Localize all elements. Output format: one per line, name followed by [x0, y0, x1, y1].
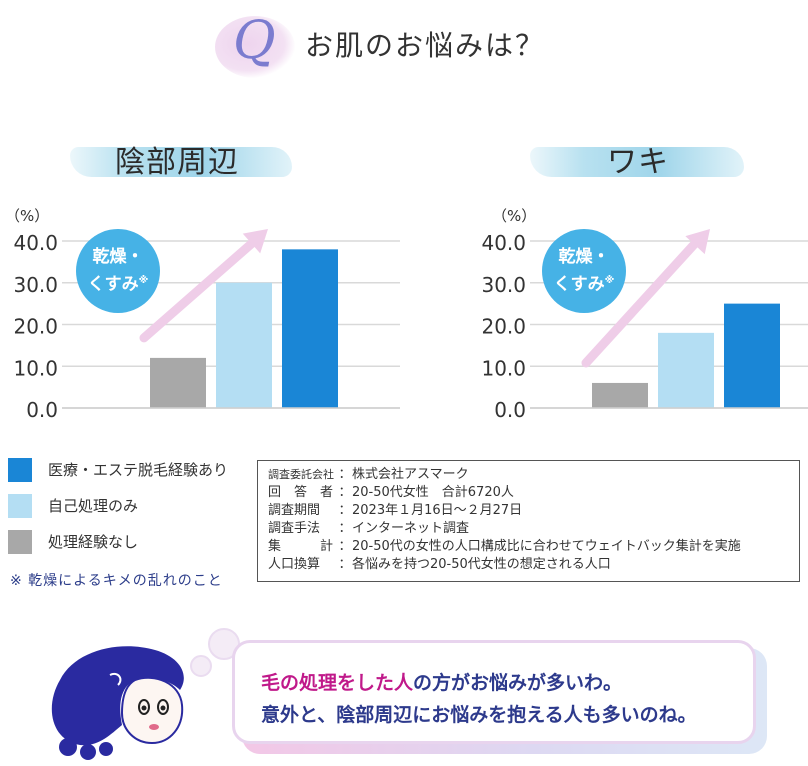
question-header: Q お肌のお悩みは？ — [215, 10, 615, 90]
unit-label: （%） — [492, 207, 537, 225]
survey-row: 回 答 者：20-50代女性 合計6720人 — [268, 485, 514, 500]
message-line1: 毛の処理をした人の方がお悩みが多いわ。 — [261, 667, 753, 699]
chart-panel-genital: 陰部周辺 （%） 0.0 10.0 20.0 30.0 40.0 乾燥・ くすみ※ — [0, 125, 400, 425]
bar-none — [150, 357, 206, 408]
thought-bubble-small — [190, 655, 212, 677]
bubble-line2: くすみ※ — [553, 274, 615, 295]
message-box: 毛の処理をした人の方がお悩みが多いわ。 意外と、陰部周辺にお悩みを抱える人も多い… — [232, 640, 756, 744]
y-tick-label: 0.0 — [494, 398, 526, 422]
survey-row: 調査期間 ：2023年１月16日～２月27日 — [268, 503, 523, 518]
bubble-asterisk: ※ — [604, 275, 615, 286]
chart-title: ワキ — [607, 145, 669, 180]
legend-label: 自己処理のみ — [48, 497, 139, 515]
chart-panel-underarm: ワキ （%） 0.0 10.0 20.0 30.0 40.0 乾燥・ くすみ※ — [462, 125, 808, 425]
survey-row: 集 計：20-50代の女性の人口構成比に合わせてウェイトバック集計を実施 — [268, 539, 741, 554]
bar-self — [658, 332, 714, 408]
survey-row: 調査手法 ：インターネット調査 — [268, 521, 470, 536]
bubble-line2: くすみ※ — [87, 274, 149, 295]
survey-info-box: 調査委託会社 ：株式会社アスマーク 回 答 者：20-50代女性 合計6720人 … — [257, 460, 800, 582]
y-tick-label: 30.0 — [13, 273, 58, 297]
title-brush-decoration — [530, 147, 744, 177]
y-tick-label: 10.0 — [481, 356, 526, 380]
trend-arrow — [139, 229, 268, 343]
trend-arrow — [581, 229, 710, 368]
q-letter: Q — [233, 11, 276, 71]
y-tick-label: 40.0 — [13, 231, 58, 255]
legend-swatch — [8, 494, 32, 518]
y-tick-label: 0.0 — [26, 398, 58, 422]
bar-chart-underarm: 0.0 10.0 20.0 30.0 40.0 — [481, 229, 808, 422]
message-line2: 意外と、陰部周辺にお悩みを抱える人も多いのね。 — [261, 704, 697, 726]
dryness-bubble: 乾燥・ くすみ※ — [76, 229, 160, 313]
title-brush-decoration — [70, 147, 292, 177]
bar-treatment — [724, 303, 780, 408]
message-highlight: 毛の処理をした人 — [261, 672, 414, 694]
bubble-asterisk: ※ — [138, 275, 149, 286]
legend-label: 処理経験なし — [48, 533, 139, 551]
bubble-line1: 乾燥・ — [92, 247, 144, 267]
page-title: お肌のお悩みは？ — [305, 29, 546, 62]
q-background-blob — [215, 16, 295, 78]
y-tick-label: 10.0 — [13, 356, 58, 380]
footnote: ※ 乾燥によるキメの乱れのこと — [10, 573, 223, 589]
bar-none — [592, 382, 648, 408]
unit-label: （%） — [5, 207, 50, 225]
survey-row: 調査委託会社 ：株式会社アスマーク — [268, 467, 469, 482]
y-tick-label: 20.0 — [481, 315, 526, 339]
legend-swatch — [8, 530, 32, 554]
y-tick-label: 30.0 — [481, 273, 526, 297]
survey-row: 人口換算 ：各悩みを持つ20-50代女性の想定される人口 — [268, 557, 611, 572]
legend-label: 医療・エステ脱毛経験あり — [48, 461, 229, 479]
chart-title: 陰部周辺 — [115, 145, 239, 180]
character-illustration — [51, 646, 184, 760]
dryness-bubble: 乾燥・ くすみ※ — [542, 229, 626, 313]
bubble-line1: 乾燥・ — [558, 247, 610, 267]
message-text: の方がお悩みが多いわ。 — [413, 672, 623, 694]
y-tick-label: 20.0 — [13, 315, 58, 339]
legend-swatch — [8, 458, 32, 482]
bar-chart-genital: 0.0 10.0 20.0 30.0 40.0 — [13, 229, 400, 422]
y-tick-label: 40.0 — [481, 231, 526, 255]
bar-self — [216, 282, 272, 408]
bar-treatment — [282, 249, 338, 408]
